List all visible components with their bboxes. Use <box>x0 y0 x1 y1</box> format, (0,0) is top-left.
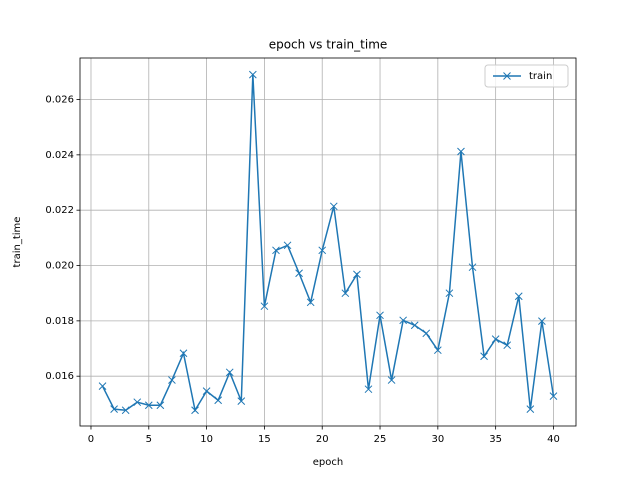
marker <box>202 387 211 395</box>
marker <box>225 368 234 377</box>
chart-title: epoch vs train_time <box>269 38 388 52</box>
marker <box>191 406 199 415</box>
plot-frame <box>79 57 577 427</box>
marker <box>491 335 500 343</box>
y-tick-label: 0.026 <box>45 95 74 106</box>
marker <box>110 405 118 413</box>
marker <box>133 398 142 407</box>
marker <box>364 385 373 394</box>
marker <box>272 246 280 255</box>
x-tick-label: 15 <box>258 434 271 445</box>
marker <box>168 376 176 384</box>
line <box>101 74 555 413</box>
y-axis-label: train_time <box>12 217 23 268</box>
x-tick-label: 20 <box>316 434 329 445</box>
marker <box>468 263 477 272</box>
marker <box>295 269 303 278</box>
marker <box>318 246 327 255</box>
y-tick-label: 0.022 <box>45 205 74 216</box>
marker <box>98 382 107 391</box>
x-tick-label: 5 <box>146 434 152 445</box>
marker <box>156 401 165 410</box>
marker <box>121 406 130 415</box>
marker <box>306 298 315 307</box>
legend-marker <box>503 72 511 80</box>
y-tick-label: 0.018 <box>45 316 74 327</box>
marker <box>410 321 419 330</box>
x-tick-label: 25 <box>374 434 387 445</box>
legend-label: train <box>529 71 552 82</box>
y-tick-label: 0.020 <box>45 261 74 272</box>
x-axis-label: epoch <box>313 457 343 468</box>
legend-box <box>484 64 569 88</box>
marker <box>457 147 465 156</box>
marker <box>526 405 535 413</box>
y-tick-label: 0.024 <box>45 150 74 161</box>
marker <box>387 376 396 384</box>
marker <box>422 329 431 338</box>
marker <box>514 292 523 301</box>
marker <box>480 352 488 361</box>
marker <box>248 70 257 79</box>
marker <box>144 401 153 410</box>
x-tick-label: 0 <box>88 434 94 445</box>
marker <box>341 289 350 298</box>
marker <box>503 341 512 350</box>
x-tick-label: 10 <box>200 434 213 445</box>
marker <box>376 311 384 320</box>
marker <box>214 396 223 405</box>
marker <box>549 392 558 400</box>
marker <box>260 302 269 311</box>
marker <box>353 270 361 279</box>
marker <box>179 349 188 358</box>
marker <box>433 346 442 355</box>
x-tick-label: 30 <box>431 434 444 445</box>
marker <box>445 289 454 298</box>
y-tick-label: 0.016 <box>45 371 74 382</box>
marker <box>283 241 292 250</box>
x-tick-label: 40 <box>547 434 560 445</box>
marker <box>329 202 338 211</box>
marker <box>399 316 408 325</box>
x-tick-label: 35 <box>489 434 502 445</box>
marker <box>538 317 546 325</box>
marker <box>237 397 246 405</box>
